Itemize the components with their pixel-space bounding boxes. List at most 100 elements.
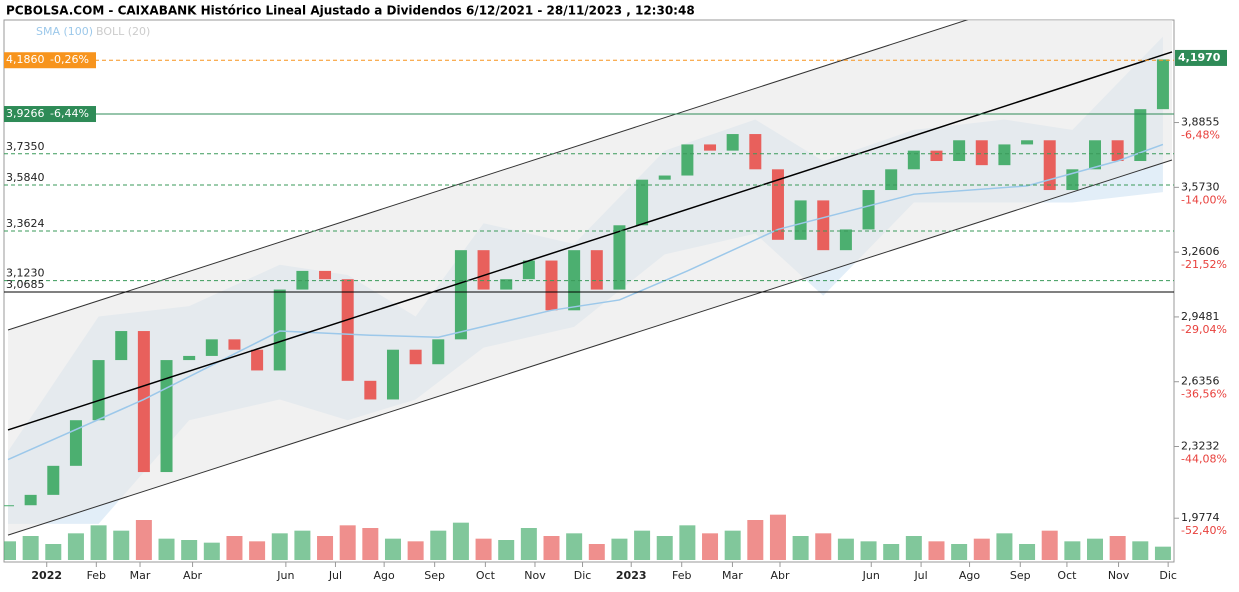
candle bbox=[590, 250, 603, 290]
volume-bar bbox=[4, 541, 16, 560]
volume-bar bbox=[22, 536, 39, 560]
candle bbox=[205, 339, 218, 356]
x-tick-label: Sep bbox=[424, 569, 445, 582]
candle bbox=[92, 360, 105, 421]
y-tick-pct: -14,00% bbox=[1181, 193, 1227, 206]
last-price-box bbox=[1175, 49, 1227, 66]
level-box bbox=[4, 106, 96, 123]
candle bbox=[1134, 109, 1147, 162]
candle bbox=[454, 250, 467, 340]
y-tick-label: 2,3232 bbox=[1181, 440, 1220, 453]
volume-bar bbox=[339, 525, 356, 560]
candle bbox=[273, 289, 286, 371]
volume-bar bbox=[837, 538, 854, 560]
y-tick-label: 3,2606 bbox=[1181, 245, 1220, 258]
volume-bar bbox=[317, 536, 334, 560]
x-tick-label: Ago bbox=[959, 569, 981, 582]
volume-bar bbox=[384, 538, 401, 560]
x-tick-label: Feb bbox=[87, 569, 106, 582]
volume-bar bbox=[702, 533, 719, 560]
level-label: 4,1860 bbox=[6, 53, 45, 66]
x-tick-label: Abr bbox=[183, 569, 203, 582]
volume-bar bbox=[90, 525, 107, 560]
level-pct: -0,26% bbox=[50, 53, 89, 66]
x-tick-label: Dic bbox=[1159, 569, 1177, 582]
candle bbox=[24, 494, 37, 506]
volume-bar bbox=[452, 522, 469, 560]
level-label: 3,5840 bbox=[6, 171, 45, 184]
x-tick-label: 2023 bbox=[616, 569, 647, 582]
volume-bar bbox=[113, 530, 130, 560]
channel-line bbox=[7, 159, 1173, 536]
candle bbox=[341, 279, 354, 381]
candle bbox=[522, 260, 535, 280]
candle bbox=[953, 140, 966, 162]
x-tick-label: Feb bbox=[672, 569, 691, 582]
y-tick-pct: -44,08% bbox=[1181, 453, 1227, 466]
channel-line bbox=[7, 20, 969, 331]
volume-bar bbox=[656, 536, 673, 560]
volume-bar bbox=[1109, 536, 1126, 560]
x-tick-label: Jun bbox=[862, 569, 880, 582]
candle bbox=[998, 144, 1011, 166]
volume-bar bbox=[951, 544, 968, 560]
y-tick-label: 2,6356 bbox=[1181, 375, 1220, 388]
sma-line bbox=[7, 143, 1164, 461]
candle bbox=[477, 250, 490, 290]
candle bbox=[409, 349, 422, 365]
y-tick-label: 1,9774 bbox=[1181, 511, 1220, 524]
legend-entry: BOLL (20) bbox=[96, 25, 150, 38]
volume-bar bbox=[973, 538, 990, 560]
y-tick-pct: -21,52% bbox=[1181, 258, 1227, 271]
candle bbox=[137, 331, 150, 473]
candle bbox=[251, 349, 264, 371]
candle bbox=[658, 175, 671, 180]
x-tick-label: 2022 bbox=[31, 569, 62, 582]
candle bbox=[771, 169, 784, 240]
x-tick-label: Mar bbox=[722, 569, 743, 582]
candle bbox=[794, 200, 807, 240]
x-tick-label: Jun bbox=[276, 569, 294, 582]
volume-bar bbox=[1132, 541, 1149, 560]
candle bbox=[500, 279, 513, 290]
volume-bar bbox=[249, 541, 266, 560]
candle bbox=[975, 140, 988, 166]
level-label: 3,1230 bbox=[6, 267, 45, 280]
volume-bar bbox=[928, 541, 945, 560]
volume-bar bbox=[475, 538, 492, 560]
y-tick-pct: -36,56% bbox=[1181, 388, 1227, 401]
x-tick-label: Jul bbox=[913, 569, 927, 582]
volume-bar bbox=[634, 530, 651, 560]
volume-bar bbox=[996, 533, 1013, 560]
candle bbox=[930, 150, 943, 162]
x-tick-label: Oct bbox=[476, 569, 496, 582]
volume-bar bbox=[679, 525, 696, 560]
volume-bar bbox=[45, 544, 62, 560]
candle bbox=[636, 179, 649, 226]
volume-bar bbox=[1041, 530, 1058, 560]
volume-bar bbox=[271, 533, 288, 560]
y-tick-label: 3,8855 bbox=[1181, 116, 1220, 129]
volume-bar bbox=[498, 540, 515, 560]
volume-bar bbox=[226, 536, 243, 560]
y-tick-pct: -52,40% bbox=[1181, 524, 1227, 537]
candle bbox=[115, 331, 128, 361]
candle bbox=[47, 465, 60, 495]
candle bbox=[183, 355, 196, 361]
volume-bar bbox=[1064, 541, 1081, 560]
x-tick-label: Nov bbox=[1108, 569, 1130, 582]
volume-bar bbox=[1087, 538, 1104, 560]
volume-bar bbox=[135, 520, 152, 560]
volume-bar bbox=[67, 533, 84, 560]
candle bbox=[1156, 59, 1169, 110]
volume-bar bbox=[407, 541, 424, 560]
x-tick-label: Ago bbox=[374, 569, 396, 582]
level-pct: -6,44% bbox=[50, 107, 89, 120]
y-tick-label: 3,5730 bbox=[1181, 180, 1220, 193]
level-box bbox=[4, 52, 96, 69]
level-label: 3,9266 bbox=[6, 107, 45, 120]
candle bbox=[704, 144, 717, 151]
candle bbox=[386, 349, 399, 400]
volume-bar bbox=[566, 533, 583, 560]
volume-bar bbox=[769, 514, 786, 560]
